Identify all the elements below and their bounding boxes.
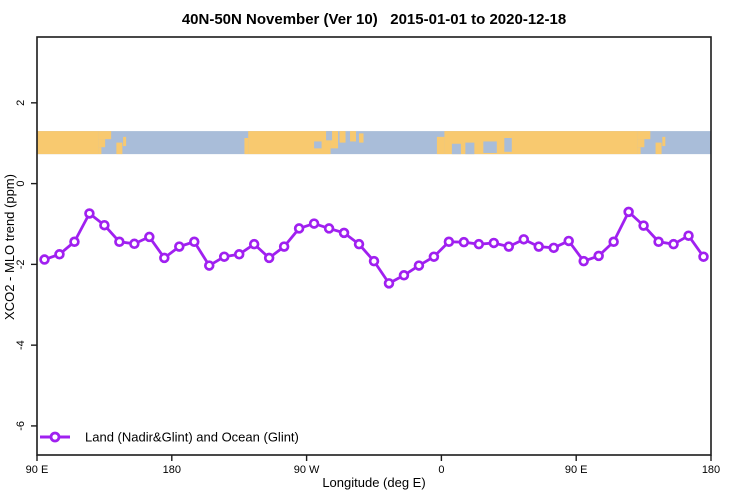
y-tick-label: 2 bbox=[15, 100, 27, 106]
data-point-marker bbox=[383, 278, 395, 289]
plot-box bbox=[36, 36, 712, 456]
map-land-segment bbox=[637, 139, 645, 148]
x-axis-ticks: 90 E 180 90 W 0 90 E 180 bbox=[26, 455, 720, 476]
data-point-marker bbox=[233, 249, 245, 260]
data-point-marker bbox=[533, 241, 545, 252]
data-point-marker bbox=[353, 238, 365, 250]
y-tick-label: -6 bbox=[15, 421, 27, 431]
map-land-segment bbox=[248, 131, 331, 155]
data-point-marker bbox=[69, 236, 80, 248]
map-land-segment bbox=[123, 136, 127, 147]
data-point-marker bbox=[368, 255, 380, 267]
data-point-marker bbox=[443, 236, 455, 248]
data-point-marker bbox=[144, 231, 155, 243]
data-point-marker bbox=[503, 241, 515, 252]
data-point-marker bbox=[668, 238, 679, 250]
map-ocean-notch bbox=[326, 131, 333, 141]
legend-marker-icon bbox=[49, 431, 61, 443]
x-tick-label: 0 bbox=[438, 464, 444, 476]
map-ocean-notch bbox=[314, 141, 322, 149]
x-axis-title: Longitude (deg E) bbox=[322, 475, 425, 490]
data-point-marker bbox=[114, 236, 125, 248]
data-point-marker bbox=[39, 254, 50, 265]
map-land-segment bbox=[662, 136, 666, 147]
map-land-segment bbox=[116, 142, 123, 155]
data-point-marker bbox=[338, 227, 350, 239]
x-tick-label: 90 E bbox=[565, 464, 588, 476]
map-land-segment bbox=[98, 131, 112, 140]
data-point-marker bbox=[189, 236, 200, 248]
chart-title: 40N-50N November (Ver 10) 2015-01-01 to … bbox=[182, 11, 566, 28]
data-point-marker bbox=[653, 236, 664, 248]
y-tick-label: 0 bbox=[15, 181, 27, 187]
data-point-marker bbox=[458, 236, 470, 248]
y-axis-ticks: 2 0 -2 -4 -6 bbox=[15, 100, 37, 431]
data-point-marker bbox=[488, 237, 500, 249]
y-tick-label: -2 bbox=[15, 259, 27, 269]
data-point-marker bbox=[248, 238, 260, 250]
data-point-marker bbox=[308, 218, 320, 229]
data-point-marker bbox=[698, 251, 709, 262]
series-line bbox=[43, 210, 705, 285]
data-point-marker bbox=[593, 250, 604, 262]
data-point-marker bbox=[263, 252, 275, 264]
data-point-marker bbox=[608, 236, 619, 248]
x-tick-label: 90 W bbox=[294, 464, 320, 476]
latitude-band-map bbox=[37, 131, 711, 155]
y-axis-title: XCO2 - MLO trend (ppm) bbox=[2, 174, 17, 320]
data-point-marker bbox=[563, 235, 574, 247]
map-land-segment bbox=[655, 142, 662, 155]
data-point-marker bbox=[578, 255, 589, 267]
x-tick-label: 180 bbox=[163, 464, 181, 476]
data-point-marker bbox=[278, 241, 290, 252]
data-point-marker bbox=[413, 260, 425, 271]
data-series bbox=[39, 206, 709, 289]
data-point-marker bbox=[293, 223, 305, 234]
data-point-marker bbox=[203, 260, 215, 271]
data-point-marker bbox=[99, 219, 110, 231]
map-land-segment bbox=[436, 136, 445, 155]
legend-label: Land (Nadir&Glint) and Ocean (Glint) bbox=[85, 430, 299, 445]
x-tick-label: 90 E bbox=[26, 464, 49, 476]
legend: Land (Nadir&Glint) and Ocean (Glint) bbox=[40, 430, 299, 445]
map-ocean-notch bbox=[465, 142, 475, 155]
data-point-marker bbox=[129, 238, 140, 250]
data-point-marker bbox=[323, 223, 335, 234]
data-point-marker bbox=[398, 270, 410, 281]
y-tick-label: -4 bbox=[15, 340, 27, 350]
data-point-marker bbox=[638, 220, 649, 231]
map-ocean-notch bbox=[504, 138, 512, 152]
map-land-segment bbox=[37, 131, 99, 155]
data-point-marker bbox=[174, 241, 185, 252]
map-land-segment bbox=[98, 139, 106, 148]
map-land-segment bbox=[350, 131, 357, 142]
map-land-segment bbox=[359, 133, 364, 143]
map-land-segment bbox=[339, 131, 346, 143]
map-land-segment bbox=[98, 147, 102, 155]
map-ocean-notch bbox=[451, 143, 461, 155]
data-point-marker bbox=[473, 238, 485, 250]
map-land-segment bbox=[637, 131, 651, 140]
data-point-marker bbox=[428, 251, 440, 262]
x-tick-label: 180 bbox=[702, 464, 720, 476]
data-point-marker bbox=[159, 252, 170, 264]
data-point-marker bbox=[518, 234, 530, 245]
data-point-marker bbox=[218, 251, 230, 262]
map-land-segment bbox=[244, 138, 249, 155]
data-point-marker bbox=[54, 249, 65, 260]
data-point-marker bbox=[683, 230, 694, 241]
data-point-marker bbox=[84, 208, 95, 219]
data-point-marker bbox=[623, 206, 634, 218]
map-ocean-notch bbox=[483, 141, 497, 153]
map-land-segment bbox=[637, 147, 641, 155]
data-point-marker bbox=[548, 242, 559, 254]
map-land-segment bbox=[330, 131, 339, 149]
